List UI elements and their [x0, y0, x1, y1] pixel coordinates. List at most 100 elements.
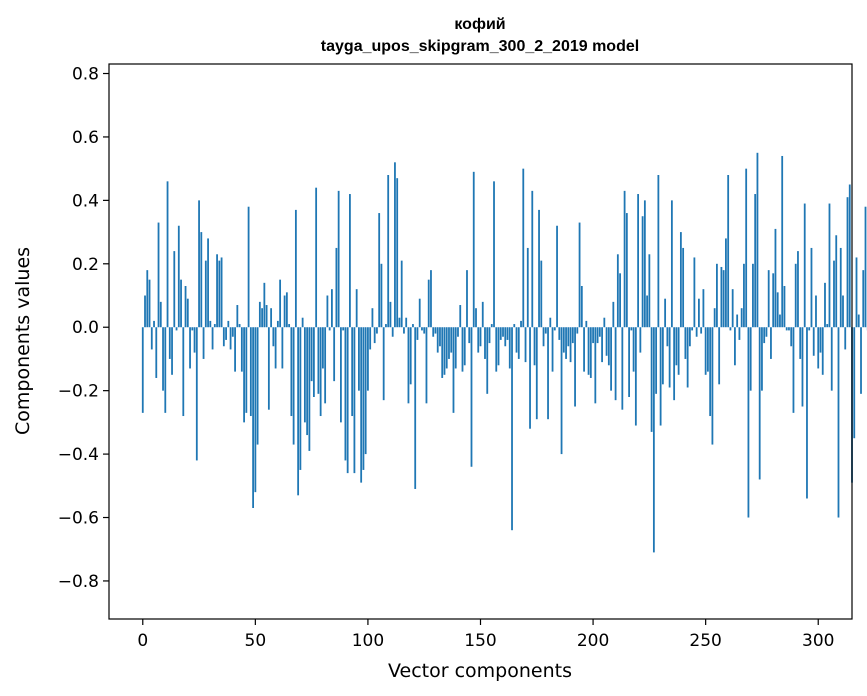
bar-28	[204, 260, 207, 328]
bar-297	[810, 247, 813, 328]
bar-212	[619, 273, 621, 328]
bar-145	[468, 327, 471, 344]
bar-144	[466, 270, 468, 328]
bar-240	[682, 247, 685, 328]
bar-320	[862, 270, 865, 328]
bar-61	[279, 279, 282, 328]
bar-52	[258, 301, 261, 328]
bar-192	[574, 327, 576, 407]
bar-266	[740, 308, 743, 328]
bar-154	[488, 327, 491, 344]
bar-57	[270, 308, 273, 328]
x-axis-label: Vector components	[388, 660, 572, 682]
bar-65	[288, 324, 291, 328]
bar-138	[452, 327, 455, 413]
bar-301	[819, 327, 822, 353]
bar-261	[729, 327, 732, 331]
bar-114	[398, 317, 401, 328]
bar-193	[576, 327, 579, 334]
bar-244	[691, 327, 694, 331]
bar-313	[846, 197, 849, 328]
bar-267	[743, 263, 745, 328]
y-tick-label: 0.6	[72, 128, 99, 148]
bar-51	[256, 327, 259, 445]
bar-84	[331, 289, 333, 328]
bar-15	[175, 327, 178, 331]
bar-314	[848, 184, 851, 328]
bar-80	[321, 327, 324, 369]
bar-191	[571, 327, 574, 344]
bar-201	[594, 327, 597, 404]
bar-0	[141, 327, 144, 413]
bar-160	[502, 327, 504, 337]
bar-59	[274, 327, 277, 369]
bar-237	[675, 327, 678, 366]
bar-146	[470, 327, 473, 467]
bar-104	[376, 327, 378, 334]
bar-98	[362, 327, 365, 470]
bar-140	[457, 327, 459, 337]
bar-27	[202, 327, 205, 359]
bar-85	[333, 327, 336, 382]
bar-167	[517, 327, 520, 359]
bar-148	[475, 308, 477, 328]
bar-279	[770, 327, 772, 359]
bar-302	[821, 327, 824, 375]
bar-270	[749, 327, 752, 391]
bar-11	[166, 181, 169, 328]
bar-115	[400, 260, 403, 328]
bar-214	[623, 190, 626, 328]
bar-207	[607, 327, 610, 366]
bar-200	[592, 327, 594, 344]
bar-48	[249, 327, 252, 417]
bar-117	[405, 317, 408, 328]
bar-139	[454, 327, 457, 369]
bar-241	[684, 327, 687, 359]
bar-291	[797, 251, 799, 328]
bar-77	[315, 187, 318, 328]
bar-81	[324, 327, 327, 404]
bar-149	[477, 327, 480, 353]
bar-103	[373, 327, 376, 344]
bar-197	[585, 320, 588, 328]
bar-44	[240, 327, 243, 372]
bar-218	[632, 327, 635, 372]
bar-205	[603, 317, 606, 328]
bar-24	[195, 327, 198, 461]
bar-142	[461, 327, 464, 372]
bar-211	[616, 254, 619, 328]
bar-143	[463, 327, 466, 366]
bar-296	[808, 327, 811, 331]
bar-274	[758, 327, 761, 480]
bar-124	[421, 327, 423, 331]
bar-230	[659, 327, 662, 426]
bar-305	[828, 203, 831, 328]
bar-19	[184, 286, 187, 328]
bar-183	[553, 327, 556, 331]
bar-87	[337, 190, 340, 328]
bar-278	[767, 270, 770, 328]
bar-16	[177, 225, 180, 328]
bar-155	[490, 324, 493, 328]
bar-165	[513, 324, 516, 328]
bar-150	[479, 327, 482, 347]
bar-168	[520, 320, 522, 328]
bar-20	[186, 298, 189, 328]
bar-123	[418, 298, 421, 328]
bar-220	[637, 194, 640, 328]
chart-subtitle: tayga_upos_skipgram_300_2_2019 model	[321, 38, 639, 55]
bar-229	[657, 175, 660, 328]
bar-321	[864, 206, 867, 328]
bar-245	[693, 257, 696, 328]
bar-46	[245, 327, 248, 413]
bar-60	[276, 320, 279, 328]
bar-161	[504, 327, 507, 347]
bar-18	[182, 327, 185, 417]
bar-119	[409, 327, 412, 385]
bar-62	[281, 327, 284, 369]
bar-69	[297, 327, 300, 496]
bar-71	[301, 317, 304, 328]
bar-8	[159, 301, 162, 328]
bar-169	[522, 168, 525, 328]
